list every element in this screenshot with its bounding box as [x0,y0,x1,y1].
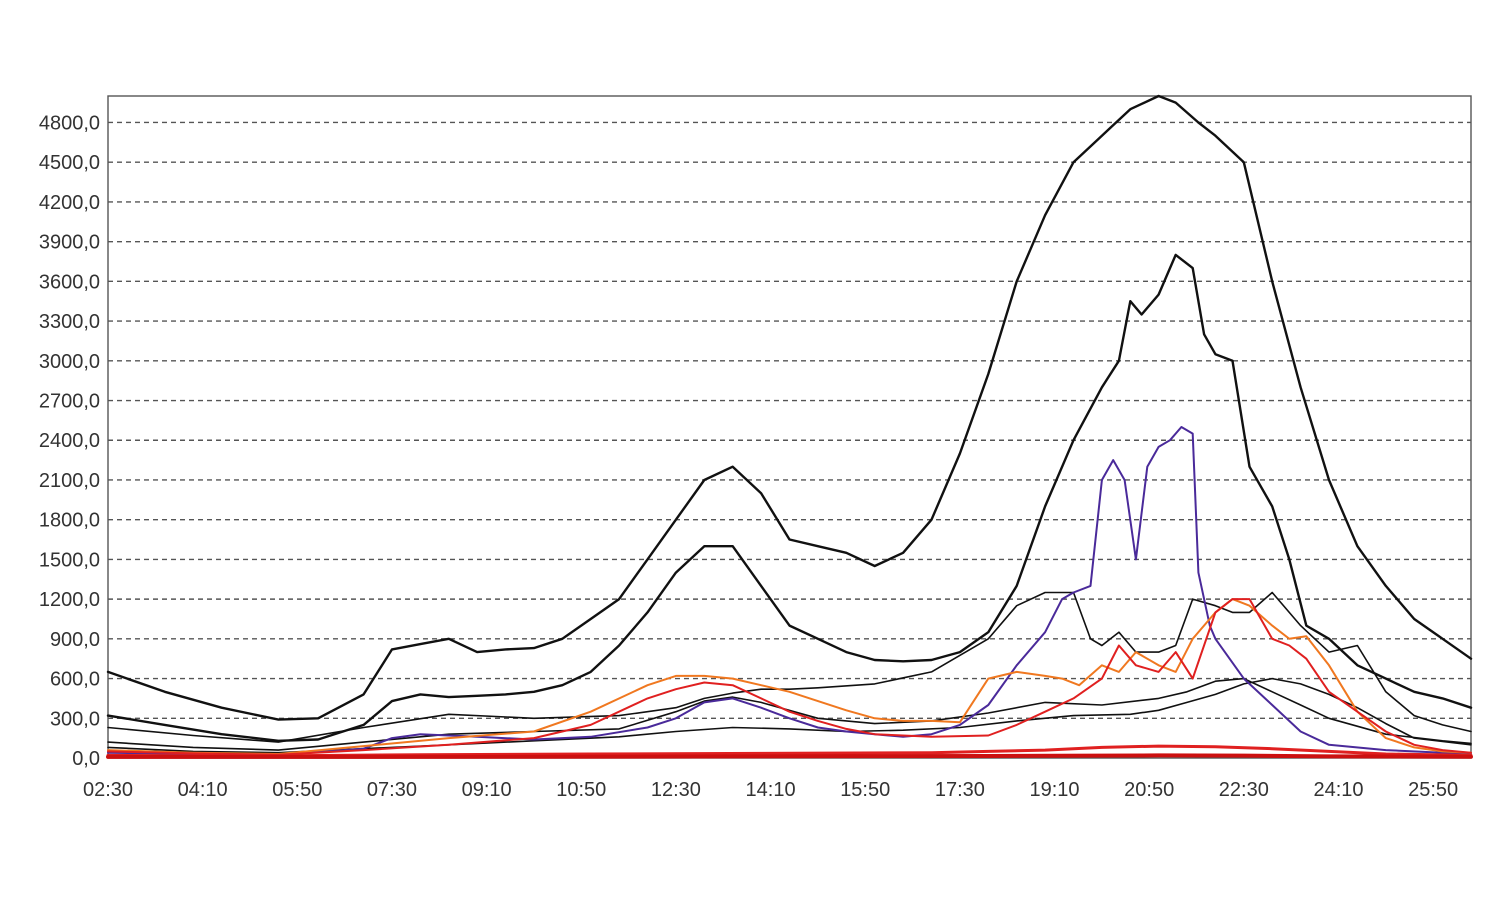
x-tick-label: 07:30 [367,779,417,801]
x-tick-label: 09:10 [462,779,512,801]
x-tick-label: 22:30 [1219,779,1269,801]
x-tick-label: 17:30 [935,779,985,801]
series-line-1 [106,94,1473,721]
y-tick-label: 2400,0 [39,430,100,452]
x-tick-label: 25:50 [1408,779,1458,801]
y-tick-label: 4800,0 [39,112,100,134]
y-tick-label: 1500,0 [39,549,100,571]
y-tick-label: 0,0 [72,748,100,770]
series-layer [106,94,1473,759]
y-tick-label: 3600,0 [39,271,100,293]
y-tick-label: 2700,0 [39,391,100,413]
y-tick-label: 3000,0 [39,351,100,373]
plot-area-frame [107,95,1472,759]
series-line-2 [106,253,1473,742]
series-line-9 [106,744,1473,758]
x-tick-label: 02:30 [83,779,133,801]
y-tick-label: 300,0 [50,708,100,730]
y-tick-label: 1200,0 [39,589,100,611]
series-line-10 [106,753,1473,759]
y-tick-label: 900,0 [50,629,100,651]
y-tick-label: 4200,0 [39,192,100,214]
y-tick-label: 1800,0 [39,510,100,532]
x-tick-label: 04:10 [178,779,228,801]
y-tick-label: 2100,0 [39,470,100,492]
series-line-6 [107,426,1472,756]
x-tick-label: 20:50 [1124,779,1174,801]
y-axis-ticks: 0,0 300,0 600,0 900,0 1200,0 1500,0 1800,0 2100… [39,112,100,770]
y-tick-label: 3300,0 [39,311,100,333]
x-axis-ticks: 02:30 04:10 05:50 07:30 09:10 10:50 12:30 14:10… [83,779,1458,801]
x-tick-label: 15:50 [840,779,890,801]
x-tick-label: 12:30 [651,779,701,801]
series-line-7 [107,598,1472,755]
y-tick-label: 4500,0 [39,152,100,174]
x-tick-label: 24:10 [1313,779,1363,801]
x-tick-label: 14:10 [746,779,796,801]
series-line-8 [107,598,1472,756]
x-tick-label: 19:10 [1029,779,1079,801]
y-tick-label: 600,0 [50,669,100,691]
x-tick-label: 10:50 [556,779,606,801]
x-tick-label: 05:50 [272,779,322,801]
y-tick-label: 3900,0 [39,232,100,254]
